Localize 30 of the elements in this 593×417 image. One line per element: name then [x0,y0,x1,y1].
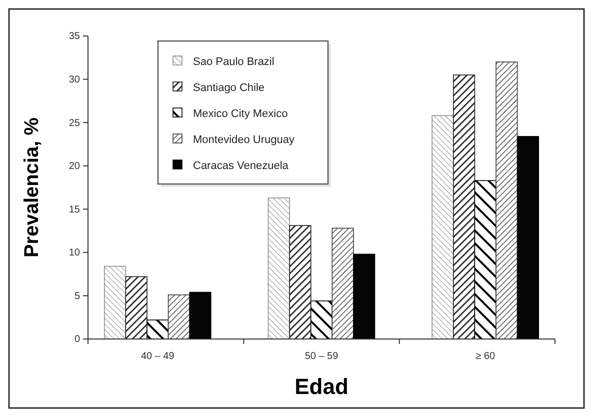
y-tick-label: 5 [74,290,80,302]
x-axis-title: Edad [294,374,348,399]
y-tick-label: 35 [68,31,80,42]
y-tick-label: 0 [74,334,80,346]
y-tick-label: 25 [68,118,80,129]
bar [353,254,376,340]
bar [125,276,148,340]
bar [453,74,476,340]
bar [189,292,212,340]
bar [289,225,312,340]
bar [474,180,496,340]
bar [516,136,540,340]
y-tick-label: 15 [68,204,80,216]
y-tick-label: 20 [68,161,80,172]
bar [104,266,126,340]
legend-label: Santiago Chile [193,82,265,94]
y-axis-title: Prevalencia, % [21,117,43,258]
bar [432,115,454,340]
x-tick-label: 40 – 49 [140,351,175,362]
legend-label: Sao Paulo Brazil [193,56,274,68]
y-tick-label: 30 [68,74,80,86]
bar [146,320,169,340]
x-tick-label: ≥ 60 [476,351,496,362]
legend-label: Mexico City Mexico [193,108,288,120]
legend-label: Caracas Venezuela [193,160,290,172]
y-tick-label: 10 [68,248,80,259]
bar [310,300,333,340]
legend-label: Montevideo Uruguay [193,134,296,146]
bar [268,197,290,340]
x-tick-label: 50 – 59 [304,351,339,362]
